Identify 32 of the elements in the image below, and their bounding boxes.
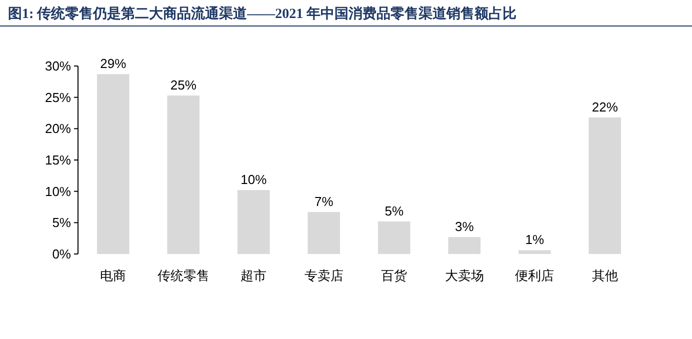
data-label: 7% [314, 194, 334, 210]
y-tick-label: 20% [44, 121, 72, 136]
y-tick-label: 5% [52, 215, 72, 230]
bar [96, 74, 130, 254]
x-tick-label: 传统零售 [157, 268, 210, 283]
data-label: 29% [100, 56, 127, 72]
x-tick-label: 百货 [381, 268, 408, 283]
bar [308, 212, 340, 254]
y-tick-label: 10% [44, 184, 72, 199]
bar [518, 250, 551, 254]
x-tick-label: 电商 [100, 268, 126, 283]
y-tick-label: 30% [44, 58, 72, 74]
y-tick-label: 25% [44, 90, 72, 105]
x-tick-label: 大卖场 [444, 268, 484, 283]
data-label: 22% [592, 99, 618, 114]
x-tick-label: 专卖店 [304, 268, 344, 283]
bar [378, 221, 410, 254]
x-tick-label: 便利店 [515, 268, 554, 283]
y-tick-label: 0% [52, 246, 72, 262]
x-tick-label: 其他 [592, 268, 618, 283]
y-tick-label: 15% [44, 152, 72, 168]
data-label: 25% [170, 77, 197, 92]
bar [237, 190, 270, 254]
bar [588, 117, 622, 254]
bar [448, 237, 481, 254]
data-label: 10% [240, 172, 268, 188]
chart-title: 图1: 传统零售仍是第二大商品流通渠道——2021 年中国消费品零售渠道销售额占比 [8, 5, 517, 22]
data-label: 1% [525, 232, 544, 248]
data-label: 5% [384, 203, 404, 218]
data-label: 3% [454, 219, 474, 234]
x-tick-label: 超市 [240, 268, 267, 283]
bar [167, 95, 200, 254]
